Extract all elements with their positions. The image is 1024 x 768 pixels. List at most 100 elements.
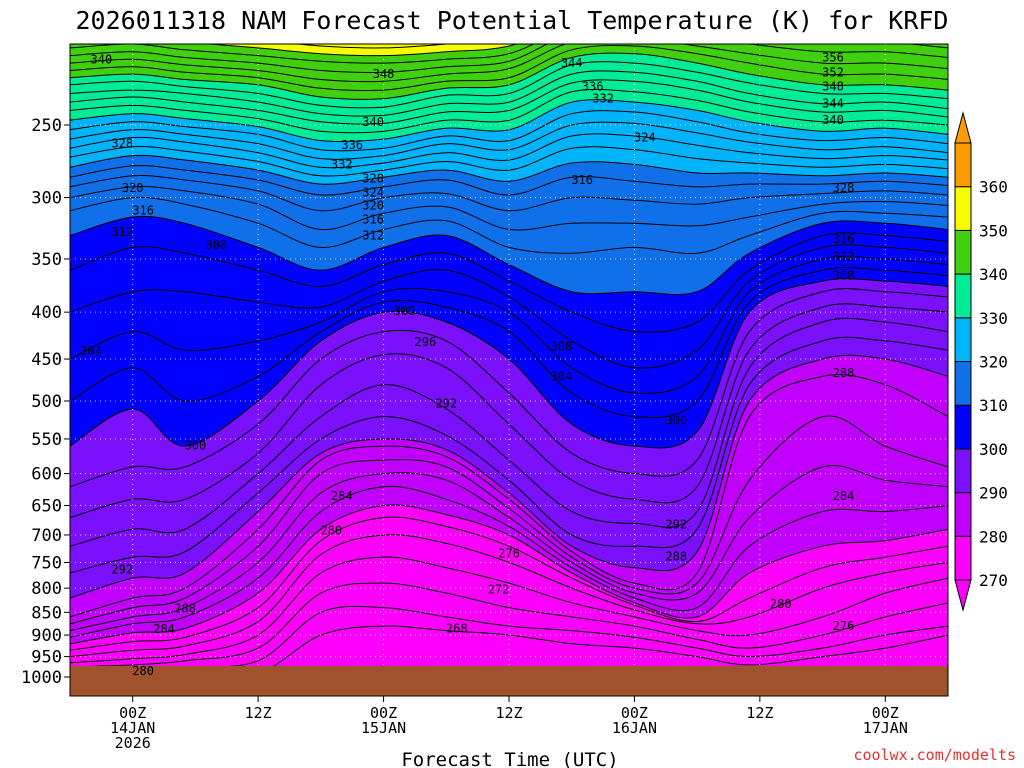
contour-labels: 3403483523443363323603563523483443403283… [80,31,855,678]
contour-label: 288 [174,602,196,616]
isentrope-308 [70,232,948,333]
contour-label: 336 [582,80,604,94]
colorbar-box [954,317,972,362]
x-tick-label: 14JAN [110,719,155,737]
contour-label: 276 [498,546,520,560]
contour-label: 276 [833,619,855,633]
y-axis: 250 300 350 400 450 500 550 600 650 700 750 800 850 9… [21,116,70,688]
colorbar-box [954,361,972,406]
contour-label: 296 [415,335,437,349]
contour-label: 292 [435,396,457,410]
x-tick-label: 12Z [495,704,522,722]
contour-label: 268 [446,621,468,635]
y-tick-label: 900 [31,626,62,646]
contour-label: 316 [362,213,384,227]
contour-label: 312 [362,229,384,243]
contour-label: 352 [561,31,583,45]
y-tick-label: 300 [31,189,62,209]
grid-lines [70,44,948,696]
y-tick-label: 400 [31,303,62,323]
isentrope-324 [70,133,948,169]
y-tick-label: 750 [31,553,62,573]
contour-label: 328 [362,172,384,186]
contour-label: 292 [665,518,687,532]
contour-label: 288 [665,550,687,564]
isentrope-272 [70,582,948,668]
contour-label: 332 [331,157,353,171]
y-tick-label: 950 [31,648,62,668]
colorbar-box [954,535,972,581]
contour-label: 340 [822,113,844,127]
y-tick-label: 700 [31,526,62,546]
y-tick-label: 850 [31,603,62,623]
colorbar-extend-top [954,111,972,144]
contour-label: 348 [822,80,844,94]
y-tick-label: 650 [31,496,62,516]
y-tick-label: 500 [31,392,62,412]
x-tick-label: 15JAN [361,719,406,737]
contour-label: 300 [185,438,207,452]
contour-label: 316 [571,173,593,187]
x-tick-label: 00Z [370,704,397,722]
y-tick-label: 250 [31,116,62,136]
colorbar-label: 350 [979,221,1008,240]
contour-label: 352 [822,65,844,79]
colorbar-extend-bottom [954,579,972,612]
contour-label: 280 [132,664,154,678]
isentrope-278 [70,516,948,651]
isentrope-274 [70,556,948,664]
isentrope-316 [70,175,948,212]
isentrope-292 [70,336,948,574]
contour-label: 308 [205,238,227,252]
contour-label: 340 [362,115,384,129]
colorbar: 270 280 290 300 310 320 330 340 350 360 [954,111,1008,612]
contour-label: 320 [362,198,384,212]
contour-label: 292 [111,562,133,576]
isentrope-284 [70,465,948,632]
y-tick-label: 550 [31,430,62,450]
x-tick-label: 00Z [872,704,899,722]
isentrope-290 [70,354,948,599]
colorbar-label: 320 [979,353,1008,372]
contour-label: 284 [331,489,353,503]
contour-label: 280 [770,597,792,611]
colorbar-label: 270 [979,571,1008,590]
contour-label: 320 [122,181,144,195]
contour-label: 336 [341,138,363,152]
isentrope-320 [70,154,948,185]
colorbar-label: 330 [979,309,1008,328]
colorbar-label: 290 [979,484,1008,503]
isentrope-332 [70,88,948,134]
isentrope-286 [70,415,948,625]
y-tick-label: 1000 [21,668,62,688]
isentrope-276 [70,534,948,658]
isentrope-298 [70,288,948,488]
colorbar-label: 310 [979,396,1008,415]
isentrope-336 [70,70,948,117]
contour-label: 308 [833,269,855,283]
isentrope-348 [70,44,948,64]
y-tick-label: 350 [31,250,62,270]
contour-label: 356 [822,50,844,64]
isentrope-306 [70,244,948,369]
x-axis-label: Forecast Time (UTC) [401,749,618,768]
contour-label: 324 [634,131,656,145]
x-tick-label: 17JAN [863,719,908,737]
x-tick-label: 16JAN [612,719,657,737]
contour-label: 272 [488,583,510,597]
colorbar-label: 280 [979,527,1008,546]
isentrope-304 [70,255,948,394]
isentrope-334 [70,79,948,125]
colorbar-box [954,448,972,494]
contour-label: 348 [373,67,395,81]
colorbar-box [954,229,972,275]
x-tick-label: 12Z [746,704,773,722]
contour-label: 312 [111,225,133,239]
contour-label: 300 [394,304,416,318]
isentrope-328 [70,110,948,152]
isentrope-312 [70,196,948,255]
contour-label: 308 [550,339,572,353]
isentrope-fills [70,44,948,696]
